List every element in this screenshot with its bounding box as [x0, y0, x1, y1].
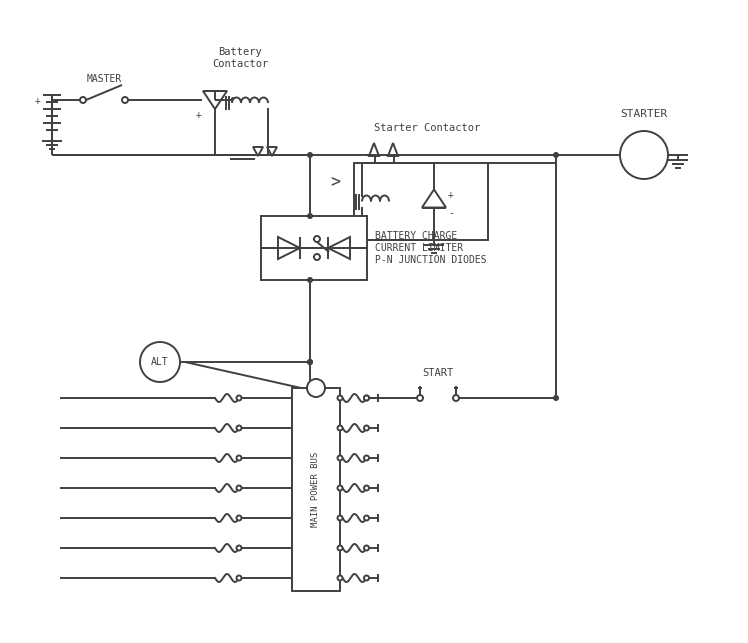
Circle shape: [307, 152, 313, 158]
Circle shape: [236, 485, 242, 491]
Circle shape: [364, 485, 369, 491]
Circle shape: [364, 516, 369, 520]
Circle shape: [337, 575, 343, 581]
Circle shape: [307, 359, 313, 365]
Circle shape: [364, 575, 369, 581]
Circle shape: [337, 545, 343, 550]
Text: -: -: [448, 208, 454, 219]
Circle shape: [236, 426, 242, 431]
Text: +: +: [35, 96, 41, 106]
Circle shape: [314, 236, 320, 242]
Bar: [292, 388, 340, 591]
Text: BATTERY CHARGE
CURRENT LIMITER
P-N JUNCTION DIODES: BATTERY CHARGE CURRENT LIMITER P-N JUNCT…: [375, 231, 487, 265]
Circle shape: [307, 359, 313, 365]
Circle shape: [364, 395, 369, 401]
Text: STARTER: STARTER: [620, 109, 668, 119]
Circle shape: [364, 545, 369, 550]
Circle shape: [364, 426, 369, 431]
Circle shape: [236, 395, 242, 401]
Circle shape: [337, 516, 343, 520]
Text: -: -: [229, 92, 235, 102]
Text: >: >: [330, 173, 340, 191]
Circle shape: [122, 97, 128, 103]
Text: Starter Contactor: Starter Contactor: [374, 123, 480, 133]
Circle shape: [417, 395, 423, 401]
Circle shape: [337, 455, 343, 460]
Circle shape: [80, 97, 86, 103]
Circle shape: [236, 575, 242, 581]
Circle shape: [364, 395, 369, 401]
Text: Battery
Contactor: Battery Contactor: [212, 47, 268, 69]
Circle shape: [307, 277, 313, 283]
Circle shape: [553, 152, 559, 158]
Circle shape: [337, 485, 343, 491]
Text: START: START: [423, 368, 453, 378]
Circle shape: [337, 395, 343, 401]
Circle shape: [337, 426, 343, 431]
Circle shape: [453, 395, 459, 401]
Text: ALT: ALT: [151, 357, 169, 367]
Bar: [261, 216, 367, 280]
Circle shape: [314, 254, 320, 260]
Text: +: +: [448, 190, 454, 201]
Circle shape: [553, 395, 559, 401]
Circle shape: [140, 342, 180, 382]
Text: MASTER: MASTER: [86, 74, 122, 84]
Circle shape: [236, 455, 242, 460]
Circle shape: [236, 516, 242, 520]
Text: +: +: [195, 110, 201, 120]
Text: MAIN POWER BUS: MAIN POWER BUS: [311, 452, 320, 527]
Bar: [354, 163, 488, 240]
Circle shape: [307, 379, 325, 397]
Circle shape: [307, 213, 313, 219]
Circle shape: [364, 455, 369, 460]
Circle shape: [620, 131, 668, 179]
Circle shape: [236, 545, 242, 550]
